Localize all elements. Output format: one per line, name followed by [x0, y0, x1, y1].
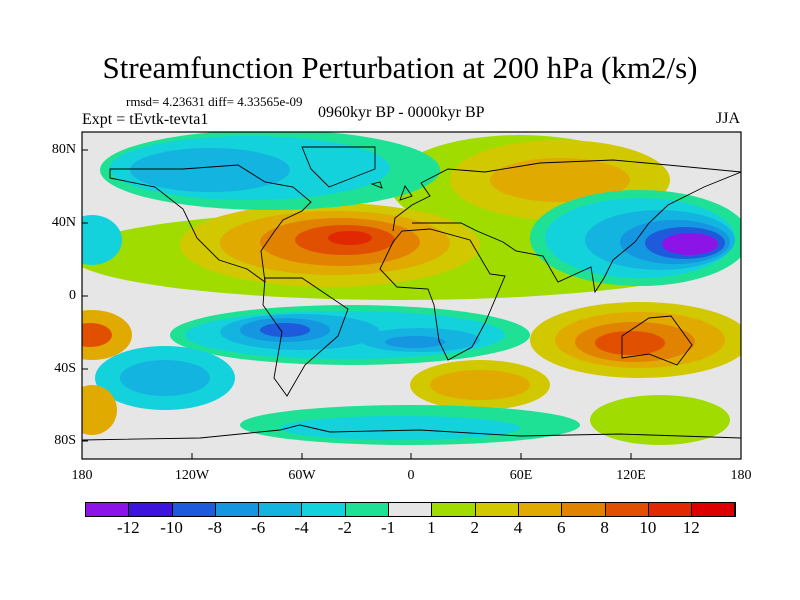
y-tick-label: 80S	[54, 433, 76, 448]
colorbar-swatch	[475, 503, 519, 516]
colorbar-label: 1	[427, 518, 436, 537]
colorbar-swatch	[562, 503, 606, 516]
colorbar-swatch	[648, 503, 693, 516]
coastlines	[82, 146, 741, 441]
colorbar-swatch	[129, 503, 173, 516]
colorbar-label: 12	[682, 518, 700, 537]
x-tick-label: 120E	[616, 468, 646, 483]
x-tick-label: 0	[407, 468, 415, 483]
colorbar-label: -6	[251, 518, 266, 537]
y-tick-label: 40N	[51, 215, 76, 230]
colorbar-swatch	[259, 503, 303, 516]
y-tick-label: 40S	[54, 361, 76, 376]
y-tick-label: 0	[69, 288, 76, 303]
colorbar-label: 8	[600, 518, 609, 537]
plot-title: Streamfunction Perturbation at 200 hPa (…	[102, 50, 698, 85]
colorbar	[85, 502, 737, 517]
colorbar-label: -8	[207, 518, 222, 537]
colorbar-label: 4	[513, 518, 523, 537]
contour-fill	[82, 132, 741, 459]
colorbar-swatch	[518, 503, 563, 516]
axis-ticks	[82, 149, 632, 459]
colorbar-swatch	[172, 503, 216, 516]
colorbar-label: 6	[557, 518, 566, 537]
colorbar-swatch	[302, 503, 346, 516]
colorbar-swatch	[692, 503, 736, 516]
x-tick-label: 60W	[288, 468, 316, 483]
x-tick-label: 180	[730, 468, 752, 483]
experiment-label: Expt = tEvtk-tevta1	[82, 111, 209, 128]
colorbar-label: -1	[381, 518, 396, 537]
x-tick-label: 120W	[174, 468, 210, 483]
x-tick-label: 180	[71, 468, 93, 483]
colorbar-swatch	[215, 503, 260, 516]
colorbar-label: -12	[116, 518, 140, 537]
season-label: JJA	[716, 110, 741, 127]
period-label: 0960kyr BP - 0000kyr BP	[318, 104, 485, 121]
colorbar-label: -10	[160, 518, 183, 537]
colorbar-label: -2	[337, 518, 352, 537]
colorbar-label: 2	[470, 518, 479, 537]
x-tick-label: 60E	[509, 468, 533, 483]
colorbar-swatch	[605, 503, 649, 516]
colorbar-label: 10	[639, 518, 657, 537]
colorbar-label: -4	[294, 518, 309, 537]
colorbar-swatch	[345, 503, 390, 516]
y-tick-label: 80N	[51, 142, 76, 157]
colorbar-swatch	[432, 503, 476, 516]
colorbar-swatch	[389, 503, 433, 516]
stats-text: rmsd= 4.23631 diff= 4.33565e-09	[126, 94, 303, 109]
colorbar-swatch	[86, 503, 130, 516]
